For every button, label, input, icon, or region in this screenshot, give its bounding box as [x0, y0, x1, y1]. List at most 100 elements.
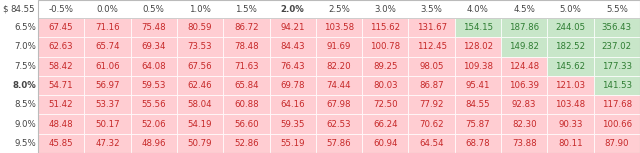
Text: 73.88: 73.88 — [512, 139, 536, 148]
Text: -0.5%: -0.5% — [49, 4, 74, 13]
Text: 9.5%: 9.5% — [14, 139, 36, 148]
Bar — [594, 114, 640, 134]
Bar — [547, 114, 594, 134]
Text: 89.25: 89.25 — [373, 62, 397, 71]
Text: 145.62: 145.62 — [556, 62, 586, 71]
Bar — [38, 76, 84, 95]
Text: 54.71: 54.71 — [49, 81, 74, 90]
Bar — [501, 95, 547, 114]
Text: 80.59: 80.59 — [188, 23, 212, 32]
Text: 4.5%: 4.5% — [513, 4, 535, 13]
Bar — [131, 134, 177, 153]
Text: 0.5%: 0.5% — [143, 4, 164, 13]
Bar — [547, 57, 594, 76]
Text: 86.87: 86.87 — [419, 81, 444, 90]
Text: 50.17: 50.17 — [95, 120, 120, 129]
Text: 98.05: 98.05 — [419, 62, 444, 71]
Bar — [547, 95, 594, 114]
Bar — [223, 57, 269, 76]
Text: 77.92: 77.92 — [419, 100, 444, 109]
Bar — [84, 76, 131, 95]
Bar — [316, 37, 362, 57]
Bar — [316, 134, 362, 153]
Text: 182.52: 182.52 — [556, 42, 586, 51]
Text: 53.37: 53.37 — [95, 100, 120, 109]
Bar — [594, 76, 640, 95]
Bar — [269, 134, 316, 153]
Bar — [223, 76, 269, 95]
Text: 149.82: 149.82 — [509, 42, 540, 51]
Text: $: $ — [2, 4, 8, 13]
Bar — [177, 134, 223, 153]
Text: 90.33: 90.33 — [558, 120, 583, 129]
Bar — [269, 95, 316, 114]
Bar — [38, 95, 84, 114]
Text: 59.35: 59.35 — [280, 120, 305, 129]
Text: 244.05: 244.05 — [556, 23, 586, 32]
Text: 237.02: 237.02 — [602, 42, 632, 51]
Text: 67.45: 67.45 — [49, 23, 74, 32]
Text: 64.16: 64.16 — [280, 100, 305, 109]
Text: 66.24: 66.24 — [373, 120, 397, 129]
Bar — [316, 18, 362, 37]
Bar — [269, 37, 316, 57]
Bar — [362, 114, 408, 134]
Text: 54.19: 54.19 — [188, 120, 212, 129]
Bar — [84, 95, 131, 114]
Text: 82.30: 82.30 — [512, 120, 536, 129]
Bar — [594, 37, 640, 57]
Text: 67.98: 67.98 — [327, 100, 351, 109]
Text: 74.44: 74.44 — [326, 81, 351, 90]
Text: 62.63: 62.63 — [49, 42, 74, 51]
Bar — [362, 18, 408, 37]
Text: 58.04: 58.04 — [188, 100, 212, 109]
Text: 68.78: 68.78 — [466, 139, 490, 148]
Text: 9.0%: 9.0% — [14, 120, 36, 129]
Bar — [501, 134, 547, 153]
Bar — [455, 134, 501, 153]
Bar — [408, 18, 455, 37]
Text: 80.03: 80.03 — [373, 81, 397, 90]
Bar — [408, 57, 455, 76]
Text: 67.56: 67.56 — [188, 62, 212, 71]
Bar — [269, 18, 316, 37]
Text: 61.06: 61.06 — [95, 62, 120, 71]
Bar — [269, 114, 316, 134]
Text: 62.46: 62.46 — [188, 81, 212, 90]
Text: 112.45: 112.45 — [417, 42, 447, 51]
Text: 115.62: 115.62 — [371, 23, 401, 32]
Text: 2.5%: 2.5% — [328, 4, 350, 13]
Bar — [131, 95, 177, 114]
Bar — [0, 0, 640, 18]
Bar — [316, 76, 362, 95]
Text: 0.0%: 0.0% — [97, 4, 118, 13]
Bar — [455, 114, 501, 134]
Bar — [38, 114, 84, 134]
Text: 65.74: 65.74 — [95, 42, 120, 51]
Bar — [408, 37, 455, 57]
Text: 60.94: 60.94 — [373, 139, 397, 148]
Bar — [362, 57, 408, 76]
Text: 6.5%: 6.5% — [14, 23, 36, 32]
Bar — [84, 134, 131, 153]
Bar — [362, 134, 408, 153]
Bar — [223, 114, 269, 134]
Bar — [316, 57, 362, 76]
Text: 45.85: 45.85 — [49, 139, 74, 148]
Text: 52.86: 52.86 — [234, 139, 259, 148]
Text: 72.50: 72.50 — [373, 100, 397, 109]
Text: 7.0%: 7.0% — [14, 42, 36, 51]
Bar — [362, 37, 408, 57]
Bar — [223, 18, 269, 37]
Bar — [501, 76, 547, 95]
Text: 5.0%: 5.0% — [559, 4, 582, 13]
Text: 47.32: 47.32 — [95, 139, 120, 148]
Bar — [594, 95, 640, 114]
Bar — [501, 18, 547, 37]
Text: 117.68: 117.68 — [602, 100, 632, 109]
Text: 187.86: 187.86 — [509, 23, 540, 32]
Bar — [177, 57, 223, 76]
Text: 94.21: 94.21 — [280, 23, 305, 32]
Text: 3.5%: 3.5% — [420, 4, 442, 13]
Text: 69.34: 69.34 — [141, 42, 166, 51]
